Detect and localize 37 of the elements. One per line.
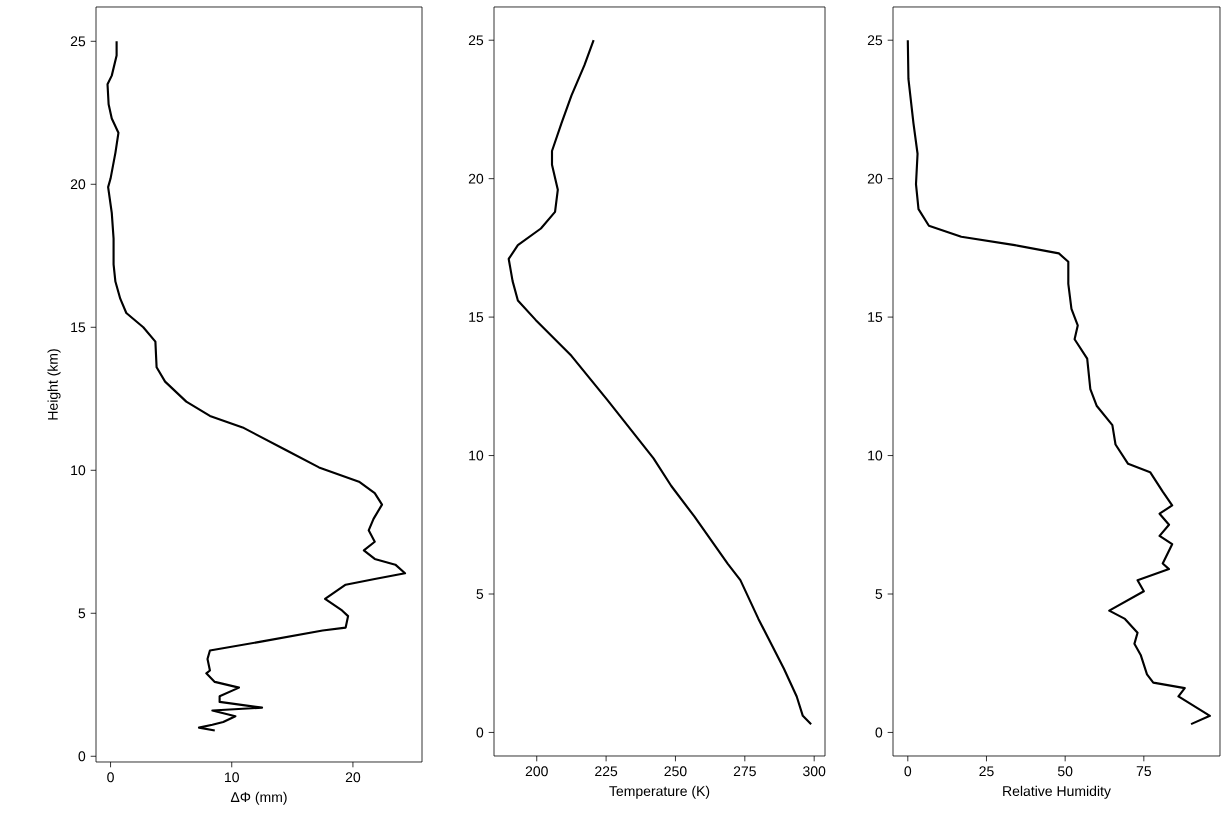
y-tick-label: 5: [875, 589, 883, 599]
x-tick-label: 275: [733, 766, 756, 777]
y-tick-label: 10: [868, 450, 883, 461]
x-tick-label: 225: [595, 766, 618, 777]
x-tick-label: 0: [904, 766, 912, 777]
line-series: [906, 39, 1211, 726]
x-tick-label: 10: [225, 772, 239, 783]
y-tick-label: 10: [469, 450, 484, 461]
x-tick-label: 250: [664, 766, 687, 777]
y-tick-label: 15: [469, 312, 484, 322]
y-tick-label: 15: [868, 312, 883, 322]
y-tick-label: 0: [476, 727, 484, 738]
y-tick-label: 25: [468, 35, 484, 46]
y-tick-label: 5: [476, 589, 484, 599]
x-axis-title: Temperature (K): [609, 785, 710, 799]
y-tick-label: 15: [71, 322, 86, 333]
x-axis-title: Relative Humidity: [1003, 785, 1111, 799]
y-tick-label: 5: [78, 608, 86, 619]
y-tick-label: 10: [71, 465, 86, 476]
y-tick-label: 0: [78, 751, 86, 762]
y-tick-label: 20: [468, 173, 484, 184]
x-tick-label: 25: [979, 766, 994, 777]
y-tick-label: 25: [867, 35, 883, 46]
line-series: [507, 39, 813, 726]
x-tick-label: 50: [1057, 766, 1073, 777]
x-tick-label: 300: [803, 766, 826, 777]
line-series: [106, 40, 407, 732]
y-tick-label: 20: [70, 179, 86, 190]
x-tick-label: 75: [1136, 766, 1152, 777]
x-tick-label: 200: [525, 766, 548, 777]
x-tick-label: 20: [345, 772, 361, 783]
y-tick-label: 25: [70, 36, 86, 47]
y-tick-label: 20: [867, 173, 883, 184]
x-axis-title: ΔΦ (mm): [230, 791, 287, 805]
y-tick-label: 0: [875, 727, 883, 738]
x-tick-label: 0: [107, 772, 114, 783]
y-axis-title: Height (km): [47, 349, 61, 420]
